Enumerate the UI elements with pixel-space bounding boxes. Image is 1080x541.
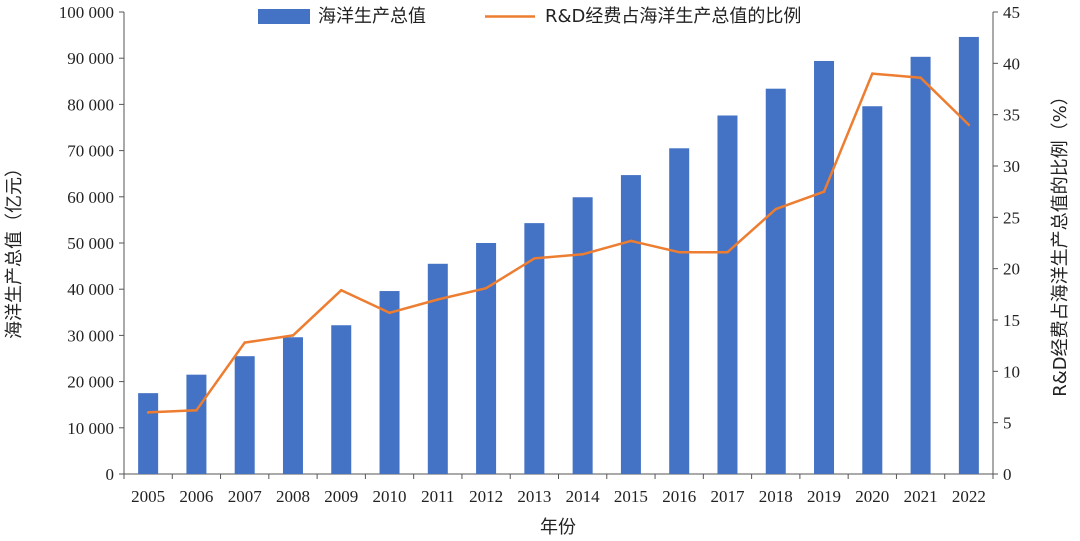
bar [476,243,497,474]
x-tick-label: 2020 [855,487,889,506]
bar [814,60,835,475]
line-point [629,239,633,243]
line-point [436,298,440,301]
line-point [291,334,295,337]
bars [138,36,979,475]
x-tick-label: 2016 [662,487,696,506]
bar [910,56,931,475]
bar [138,393,159,474]
y-left-tick-label: 0 [106,465,115,484]
bar [620,175,641,474]
line-point [774,207,778,211]
bar [958,36,979,475]
bar [669,148,690,475]
line-point [581,252,584,256]
bar [717,115,738,474]
ratio-line [148,72,970,414]
y-right-tick-label: 15 [1003,311,1020,330]
line-point [726,250,729,254]
y-right-tick-label: 20 [1003,260,1020,279]
line-point [919,76,922,80]
y-left-tick-label: 90 000 [67,49,114,68]
line-point [243,341,246,344]
legend-label-line: R&D经费占海洋生产总值的比例 [545,6,801,27]
axis-titles: 年份 海洋生产总值（亿元） R&D经费占海洋生产总值的比例（%） [4,87,1071,538]
x-tick-label: 2013 [517,487,551,506]
bar [524,223,545,474]
line-point [533,257,536,260]
legend-label-bar: 海洋生产总值 [318,6,426,27]
bar [331,325,352,474]
x-tick-label: 2019 [807,487,841,506]
x-tick-label: 2005 [131,487,165,506]
x-tick-label: 2011 [421,487,454,506]
y-right-tick-label: 30 [1003,157,1020,176]
x-tick-label: 2007 [228,487,263,506]
line-point [871,72,874,75]
y-right-tick-label: 40 [1003,54,1020,73]
line-point [484,286,488,290]
y-right-tick-label: 35 [1003,106,1020,125]
y-left-tick-label: 60 000 [67,188,114,207]
x-tick-label: 2012 [469,487,503,506]
y-right-tick-label: 45 [1003,3,1020,22]
x-tick-label: 2008 [276,487,310,506]
y-left-tick-label: 10 000 [67,419,114,438]
x-tick-label: 2010 [373,487,407,506]
y-axis-right-title: R&D经费占海洋生产总值的比例（%） [1050,87,1071,397]
bar [427,263,448,474]
bar [765,88,786,474]
y-right-tick-label: 5 [1003,414,1012,433]
y-right-tick-label: 25 [1003,208,1020,227]
y-left-tick-label: 30 000 [67,326,114,345]
line-series [146,72,971,414]
line-point [967,123,971,127]
x-tick-label: 2006 [179,487,213,506]
line-point [339,288,343,292]
line-point [822,190,826,193]
y-left-tick-label: 40 000 [67,280,114,299]
bar [572,197,593,474]
x-tick-label: 2009 [324,487,358,506]
line-point [146,411,150,414]
y-left-tick-label: 70 000 [67,142,114,161]
bar [282,337,303,474]
line-point [388,311,391,315]
line-point [677,250,681,254]
bar [234,356,255,474]
y-left-tick-label: 80 000 [67,95,114,114]
y-left-tick-label: 20 000 [67,373,114,392]
y-left-tick-label: 50 000 [67,234,114,253]
x-tick-label: 2022 [952,487,986,506]
y-left-tick-label: 100 000 [59,3,114,22]
y-axis-left-title: 海洋生产总值（亿元） [4,159,25,339]
bar [862,106,883,475]
line-point [195,409,198,412]
x-tick-label: 2018 [759,487,793,506]
x-tick-label: 2017 [710,487,745,506]
x-axis-title: 年份 [540,517,576,538]
legend-swatch-bar [258,9,310,24]
legend: 海洋生产总值 R&D经费占海洋生产总值的比例 [258,6,801,27]
bar [379,291,400,474]
x-tick-label: 2015 [614,487,648,506]
x-tick-label: 2021 [904,487,938,506]
x-tick-label: 2014 [566,487,601,506]
y-right-tick-label: 10 [1003,362,1020,381]
y-right-tick-label: 0 [1003,465,1012,484]
axes: 0 10 000 20 000 30 000 40 000 50 000 60 000 70 … [59,3,1020,506]
bar [186,374,207,474]
